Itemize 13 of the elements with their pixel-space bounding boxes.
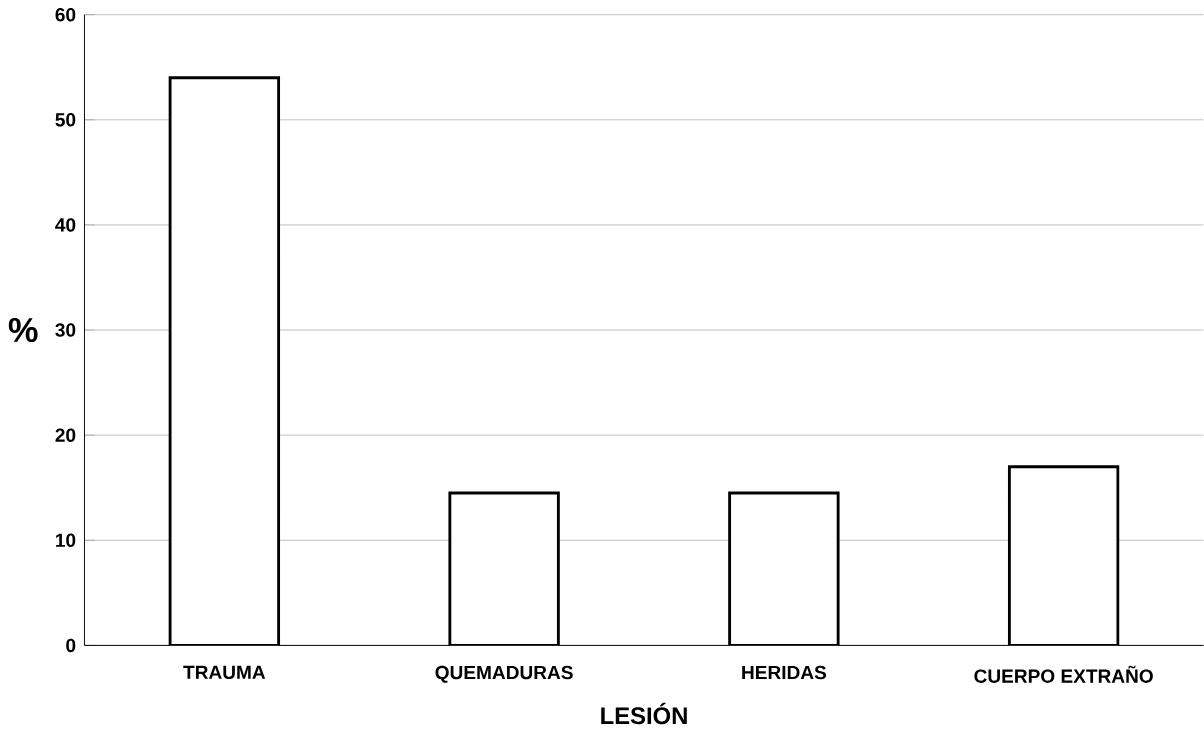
y-axis-title: % bbox=[8, 317, 38, 343]
x-tick-label: HERIDAS bbox=[742, 665, 827, 680]
y-tick-label: 30 bbox=[55, 323, 76, 337]
x-tick-label: QUEMADURAS bbox=[435, 665, 573, 683]
x-tick-label: TRAUMA bbox=[183, 665, 266, 679]
y-tick-label: 50 bbox=[55, 112, 76, 127]
y-tick-label: 20 bbox=[55, 428, 76, 442]
y-tick-label: 10 bbox=[56, 533, 76, 547]
x-tick-label: CUERPO EXTRAÑO bbox=[974, 665, 1153, 683]
x-axis-title: LESIÓN bbox=[601, 702, 687, 725]
y-tick-label: 40 bbox=[55, 218, 76, 232]
y-tick-label: 60 bbox=[55, 7, 76, 22]
y-tick-label: 0 bbox=[66, 638, 76, 653]
